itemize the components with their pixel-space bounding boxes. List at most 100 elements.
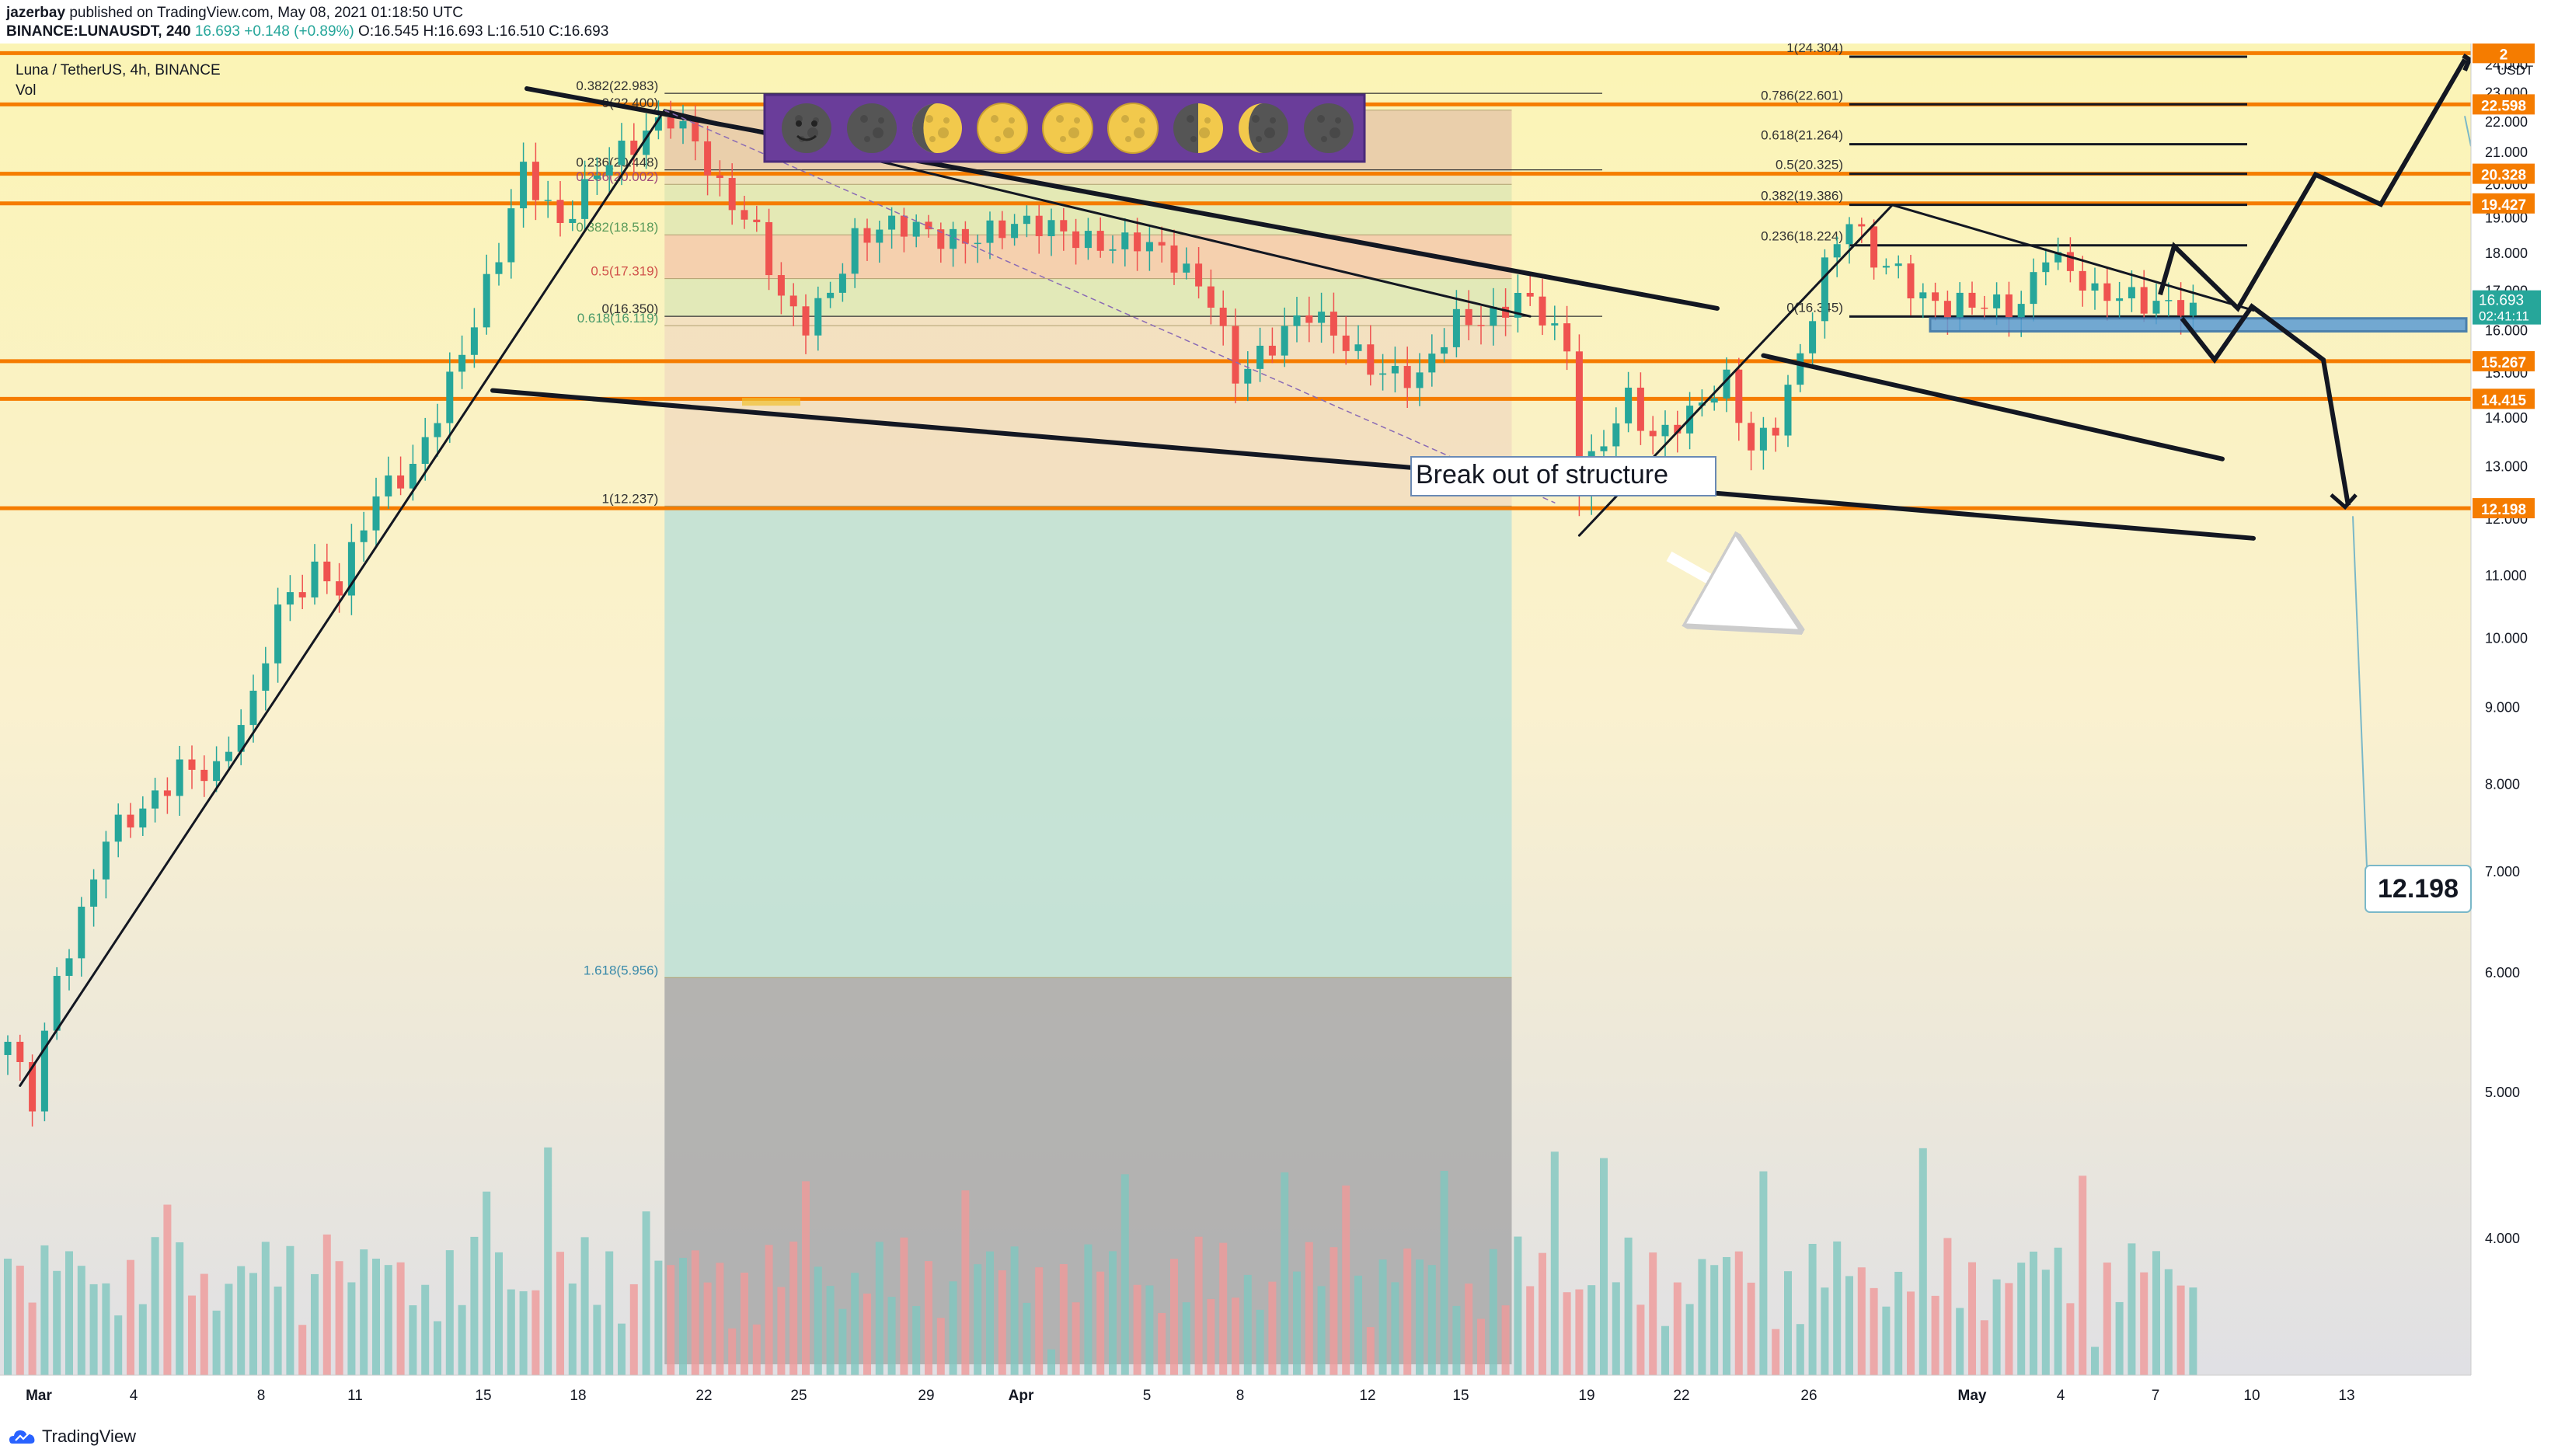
candle-body [262,663,270,691]
volume-bar [2030,1251,2037,1375]
time-tick-label: Mar [26,1388,52,1404]
volume-bar [1918,1148,1927,1375]
volume-bar [77,1266,85,1375]
volume-bar [1968,1262,1976,1375]
candle-body [1833,244,1841,258]
candle-body [1268,345,1276,356]
candle-body [1625,387,1633,423]
time-tick-label: 7 [2152,1388,2160,1404]
volume-bar [949,1281,957,1375]
price-axis[interactable]: 24.00023.00022.00021.00020.00019.00018.0… [2470,44,2558,1419]
up-arrow-head-icon[interactable] [2462,53,2473,71]
tradingview-logo[interactable]: TradingView [9,1426,136,1447]
demand-zone-box[interactable] [1929,317,2468,333]
volume-bar [1980,1320,1988,1375]
published-text: published on TradingView.com, May 08, 20… [69,5,463,21]
candle-body [249,690,257,726]
candle-body [704,141,712,176]
time-axis-background [0,1375,2471,1419]
time-axis[interactable]: Mar 4 8 11 15 18 22 25 29 Apr 5 8 12 15 19 22 26 May 4 7 10 1… [0,1374,2471,1419]
level-price-text: 2 [2500,47,2508,63]
volume-bar [2054,1247,2062,1375]
moon-crater [1256,136,1262,142]
candle-body [2116,298,2124,301]
wedge-lower-line[interactable] [1761,353,2225,462]
candle-body [544,200,552,201]
candle-body [127,814,134,828]
bearish-projection-path[interactable] [2180,303,2351,506]
candle-body [1968,292,1976,308]
candle-body [2005,294,2013,318]
candle-body [1698,402,1706,406]
moon-crater [1264,127,1275,138]
volume-bar [556,1252,564,1375]
time-tick-label: 22 [695,1388,712,1404]
volume-bar [1894,1271,1903,1375]
volume-bar [1035,1267,1044,1375]
moon-light [1198,103,1223,153]
full-moon-icon [1042,103,1093,154]
volume-bar [53,1270,61,1375]
volume-bar [863,1293,871,1375]
breakout-arrow-icon [1666,556,1765,611]
new-moon-icon [847,103,897,153]
candle-body [1649,430,1657,437]
candle-body [1023,215,1030,225]
volume-bar [2189,1287,2197,1375]
volume-bar [2152,1251,2160,1375]
level-price-text: 15.267 [2481,355,2526,371]
moon-mouth [796,134,817,141]
candle-body [974,242,981,245]
candle-body [1636,387,1644,431]
price-chart[interactable]: 2 22.598 20.328 19.427 15.267 14.415 12.198 0.… [0,44,2558,1419]
publisher-name[interactable]: jazerbay [6,5,66,21]
volume-bar [1857,1267,1866,1375]
candle-body [397,475,405,489]
volume-bar [1992,1279,2001,1375]
candle-body [1943,301,1951,318]
volume-bar [1354,1275,1362,1375]
volume-bar [1305,1242,1313,1375]
candle-body [1305,315,1313,323]
candle-body [1932,292,1939,301]
volume-bar [1465,1284,1473,1375]
candle-body [16,1041,24,1062]
candle-body [65,958,73,977]
volume-bar [1907,1291,1915,1375]
volume-bar [237,1266,246,1375]
currency-label[interactable]: USDT [2497,63,2533,78]
chart-legend-title[interactable]: Luna / TetherUS, 4h, BINANCE [16,62,221,78]
volume-bar [1489,1249,1497,1375]
impulse-trend-line[interactable] [19,109,666,1087]
wedge-upper-line[interactable] [1891,204,2255,312]
candle-body [1072,231,1080,249]
candle-body [1907,263,1915,299]
moon-crater [1009,117,1015,124]
volume-bar [1747,1282,1755,1375]
candle-body [360,530,368,542]
volume-bar [1366,1327,1375,1375]
trend-drawings[interactable] [19,53,2473,1087]
descending-support-line[interactable] [490,388,2256,541]
moon-crater [995,136,1001,142]
volume-bar [1256,1309,1264,1375]
dashed-diagonal-line[interactable] [664,110,1556,503]
candle-body [4,1041,12,1055]
volume-bar [691,1250,699,1375]
moon-crater [929,136,936,142]
volume-bar [1759,1171,1768,1375]
volume-bar [851,1273,859,1375]
candle-body [531,162,539,200]
volume-bar [1010,1246,1019,1375]
volume-bar [261,1242,270,1375]
candle-body [643,131,650,155]
breakout-label: Break out of structure [1416,460,1668,489]
time-tick-label: 12 [1359,1388,1375,1404]
candle-body [1710,398,1718,403]
candle-body [1342,335,1350,351]
candle-body [1539,296,1546,326]
volume-legend[interactable]: Vol [16,82,36,99]
bullish-projection-path[interactable] [2158,58,2467,312]
down-arrow-head-icon[interactable] [2330,493,2358,510]
candle-body [1612,423,1620,447]
